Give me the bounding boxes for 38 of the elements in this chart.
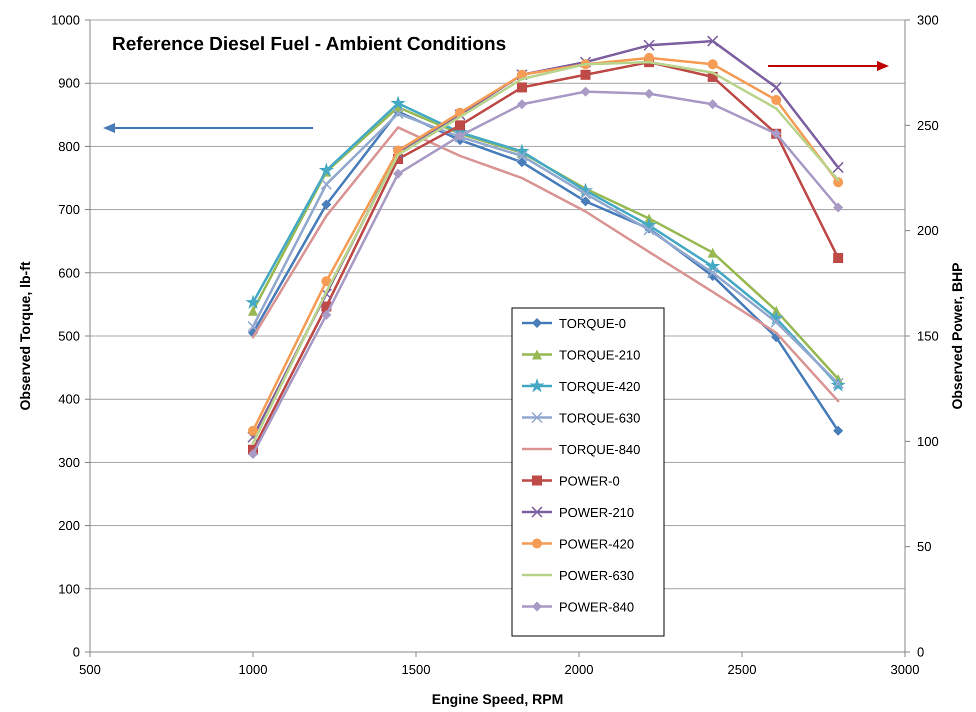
x-tick-label: 2000: [564, 662, 594, 677]
y-axis-title: Observed Torque, lb-ft: [17, 261, 33, 411]
y2-tick-label: 100: [917, 434, 939, 449]
legend-label: POWER-0: [559, 474, 620, 488]
legend-label: TORQUE-210: [559, 348, 640, 362]
legend-label: POWER-840: [559, 600, 634, 614]
legend-label: TORQUE-420: [559, 379, 640, 394]
legend-label: TORQUE-0: [559, 316, 626, 331]
legend-label: POWER-420: [559, 536, 634, 552]
x-tick-label: 1500: [402, 662, 430, 677]
y-tick-label: 300: [58, 454, 80, 470]
y2-tick-label: 0: [917, 644, 924, 660]
y2-tick-label: 250: [917, 118, 939, 133]
y2-axis-title: Observed Power, BHP: [949, 262, 965, 410]
y-tick-label: 0: [72, 644, 80, 660]
y2-tick-label: 150: [917, 328, 939, 344]
x-tick-label: 3000: [890, 662, 920, 677]
legend-label: TORQUE-840: [559, 442, 640, 457]
y2-tick-label: 50: [917, 539, 932, 554]
y-tick-label: 200: [58, 518, 80, 534]
y-tick-label: 600: [58, 265, 80, 280]
y-tick-label: 500: [58, 328, 80, 344]
y-tick-label: 700: [58, 202, 80, 218]
y2-tick-label: 300: [917, 12, 939, 28]
y-tick-label: 900: [58, 76, 80, 91]
x-tick-label: 500: [79, 662, 101, 677]
x-tick-label: 2500: [728, 662, 756, 677]
legend-label: POWER-210: [559, 505, 634, 520]
y2-tick-label: 200: [917, 223, 939, 238]
y-tick-label: 800: [58, 138, 80, 154]
legend-label: POWER-630: [559, 568, 634, 583]
y-tick-label: 100: [58, 581, 80, 596]
x-tick-label: 1000: [238, 662, 268, 677]
y-tick-label: 400: [58, 392, 80, 407]
text: Reference Diesel Fuel - Ambient Conditions: [112, 34, 506, 55]
y-tick-label: 1000: [51, 12, 80, 28]
legend-label: TORQUE-630: [559, 410, 640, 426]
x-axis-title: Engine Speed, RPM: [432, 691, 564, 707]
